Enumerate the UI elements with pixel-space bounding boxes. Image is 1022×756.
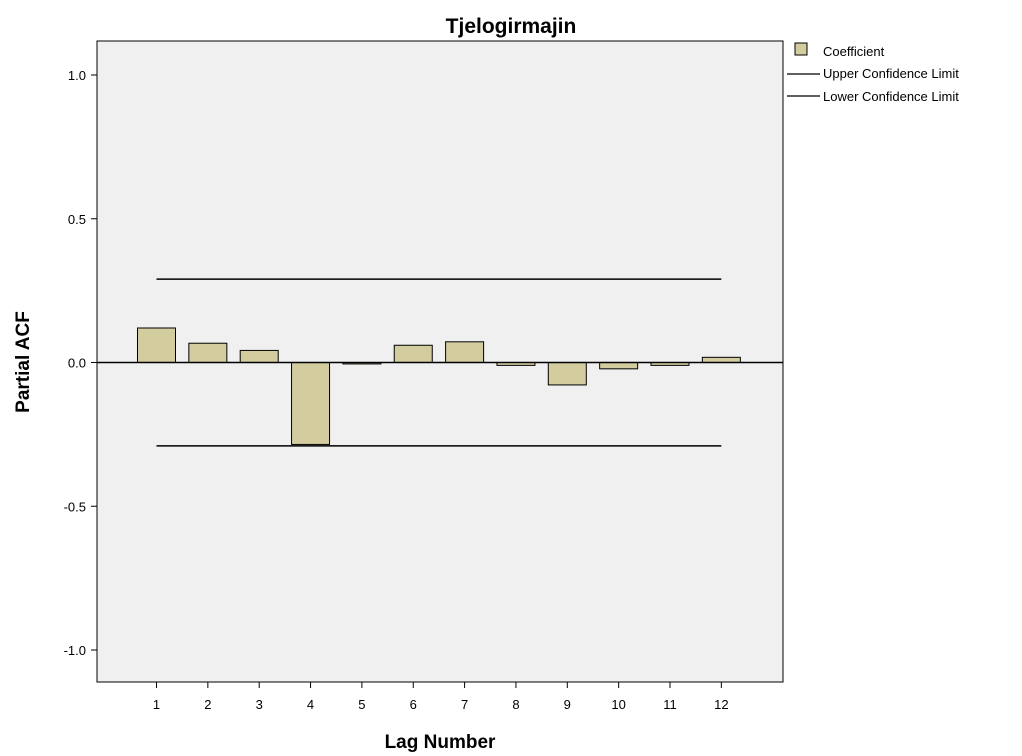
x-axis-title: Lag Number — [385, 732, 496, 753]
x-tick-label: 3 — [256, 697, 263, 712]
x-tick-label: 2 — [204, 697, 211, 712]
x-tick-label: 8 — [512, 697, 519, 712]
x-tick-label: 12 — [714, 697, 728, 712]
legend: Coefficient Upper Confidence Limit Lower… — [787, 42, 959, 104]
bars — [137, 327, 741, 445]
y-tick-label: 0.0 — [68, 356, 86, 371]
legend-lower-limit-label: Lower Confidence Limit — [823, 89, 959, 104]
coefficient-bar-lag-2 — [188, 342, 228, 363]
x-tick-label: 6 — [410, 697, 417, 712]
y-tick-label: -1.0 — [64, 643, 86, 658]
coefficient-bar-lag-9 — [547, 362, 587, 386]
x-axis: 1 2 3 4 5 6 7 8 9 10 11 12 — [153, 682, 729, 712]
coefficient-bar-lag-10 — [599, 362, 639, 370]
coefficient-bar-lag-7 — [445, 341, 485, 363]
y-axis-title: Partial ACF — [13, 311, 34, 413]
coefficient-bar-lag-12 — [701, 356, 741, 364]
y-tick-label: -0.5 — [64, 499, 86, 514]
y-axis: 1.0 0.5 0.0 -0.5 -1.0 — [64, 68, 97, 658]
x-tick-label: 7 — [461, 697, 468, 712]
coefficient-bar-lag-3 — [239, 349, 279, 363]
confidence-lines — [156, 278, 722, 447]
coefficient-bar-lag-4 — [291, 362, 331, 445]
y-tick-label: 1.0 — [68, 68, 86, 83]
legend-coefficient-swatch — [794, 42, 808, 56]
legend-upper-limit-label: Upper Confidence Limit — [823, 66, 959, 81]
x-tick-label: 1 — [153, 697, 160, 712]
chart-title: Tjelogirmajin — [446, 15, 577, 38]
x-tick-label: 10 — [611, 697, 625, 712]
x-tick-label: 9 — [564, 697, 571, 712]
x-tick-label: 4 — [307, 697, 314, 712]
y-tick-label: 0.5 — [68, 212, 86, 227]
x-tick-label: 5 — [358, 697, 365, 712]
x-tick-label: 11 — [663, 697, 677, 712]
coefficient-bar-lag-6 — [393, 344, 433, 363]
coefficient-bar-lag-1 — [137, 327, 176, 363]
legend-coefficient-label: Coefficient — [823, 44, 885, 59]
